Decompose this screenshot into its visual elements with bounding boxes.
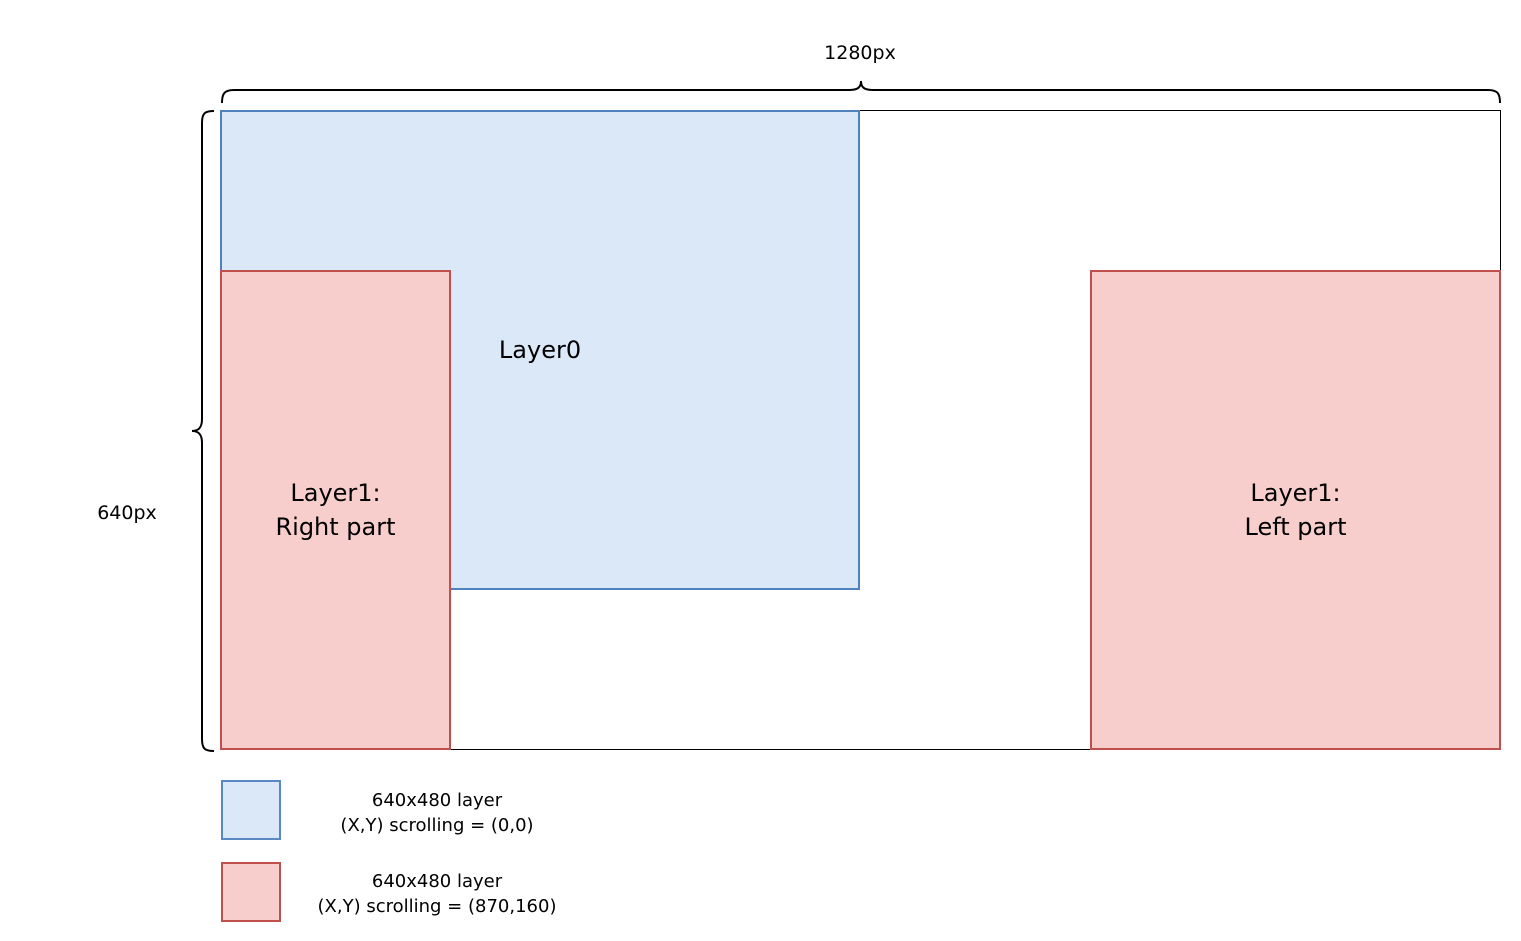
legend-layer0-line2: (X,Y) scrolling = (0,0) xyxy=(340,815,534,836)
legend-entry-layer1: 640x480 layer (X,Y) scrolling = (870,160… xyxy=(287,869,587,919)
legend-swatch-layer0 xyxy=(221,780,281,840)
layer1-left-part-rect: Layer1: Left part xyxy=(1090,270,1501,750)
layer1-left-label-line1: Layer1: xyxy=(1250,479,1341,507)
layer1-right-label-line1: Layer1: xyxy=(290,479,381,507)
width-dimension-label: 1280px xyxy=(824,42,896,64)
legend-layer1-line2: (X,Y) scrolling = (870,160) xyxy=(317,896,557,917)
height-dimension-label: 640px xyxy=(97,502,157,524)
layer1-right-part-rect: Layer1: Right part xyxy=(220,270,451,750)
top-dimension-brace xyxy=(221,80,1501,104)
layer1-right-label-line2: Right part xyxy=(275,513,396,541)
legend-swatch-layer1 xyxy=(221,862,281,922)
legend-layer0-line1: 640x480 layer xyxy=(371,790,503,811)
legend-layer1-line1: 640x480 layer xyxy=(371,871,503,892)
legend-entry-layer0: 640x480 layer (X,Y) scrolling = (0,0) xyxy=(287,788,587,838)
layer0-label: Layer0 xyxy=(498,336,582,364)
left-dimension-brace xyxy=(191,110,215,752)
layer1-left-label-line2: Left part xyxy=(1244,513,1347,541)
